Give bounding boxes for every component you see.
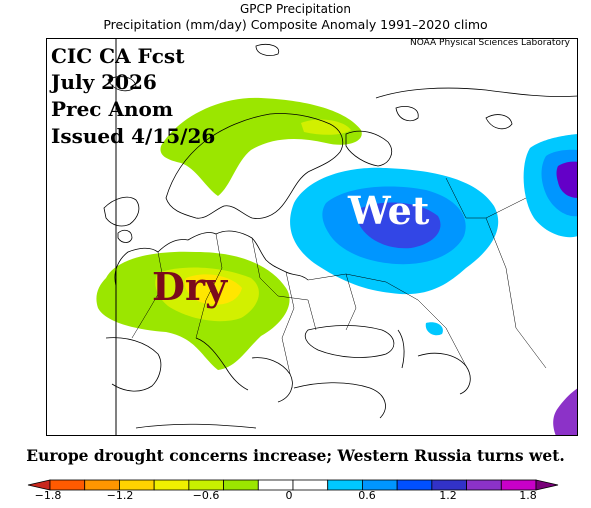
country-borders (131, 177, 547, 375)
dry-anomaly-areas (96, 97, 362, 370)
wet-area-western-russia-core (357, 202, 441, 249)
credit-label: NOAA Physical Sciences Laboratory (409, 38, 570, 48)
dry-label: Dry (152, 264, 228, 309)
colorbar-tick-label: −1.2 (106, 489, 134, 502)
forecast-issued-line: Issued 4/15/26 (51, 124, 216, 148)
colorbar (27, 479, 559, 491)
wet-anomaly-areas (290, 134, 578, 436)
map-frame (46, 38, 578, 436)
colorbar-tick-label: 1.8 (519, 489, 537, 502)
colorbar-segment (396, 479, 433, 491)
colorbar-segment (466, 479, 502, 491)
precipitation-anomaly-map (46, 38, 578, 436)
wet-area-southeast-corner (553, 388, 578, 436)
dry-area-italy (210, 335, 231, 359)
forecast-title-line: CIC CA Fcst (51, 44, 185, 68)
colorbar-tick-label: 0 (285, 489, 293, 502)
caption: Europe drought concerns increase; Wester… (26, 446, 565, 465)
wet-label: Wet (348, 188, 430, 233)
forecast-variable-line: Prec Anom (51, 97, 174, 121)
colorbar-segment (153, 479, 190, 491)
colorbar-segment (223, 479, 259, 491)
colorbar-tick-label: −0.6 (192, 489, 220, 502)
forecast-month-line: July 2026 (51, 70, 157, 94)
dry-area-norway-coast (195, 155, 215, 182)
chart-title: GPCP Precipitation (240, 2, 351, 16)
chart-subtitle: Precipitation (mm/day) Composite Anomaly… (103, 17, 488, 32)
colorbar-tick-label: 1.2 (439, 489, 457, 502)
dry-area-central-europe-core (184, 274, 242, 305)
colorbar-tick-label: −1.8 (34, 489, 62, 502)
wet-area-far-east-core (556, 161, 578, 198)
colorbar-cap-high (535, 479, 559, 491)
colorbar-tick-label: 0.6 (358, 489, 376, 502)
wet-area-caucasus (425, 322, 443, 336)
